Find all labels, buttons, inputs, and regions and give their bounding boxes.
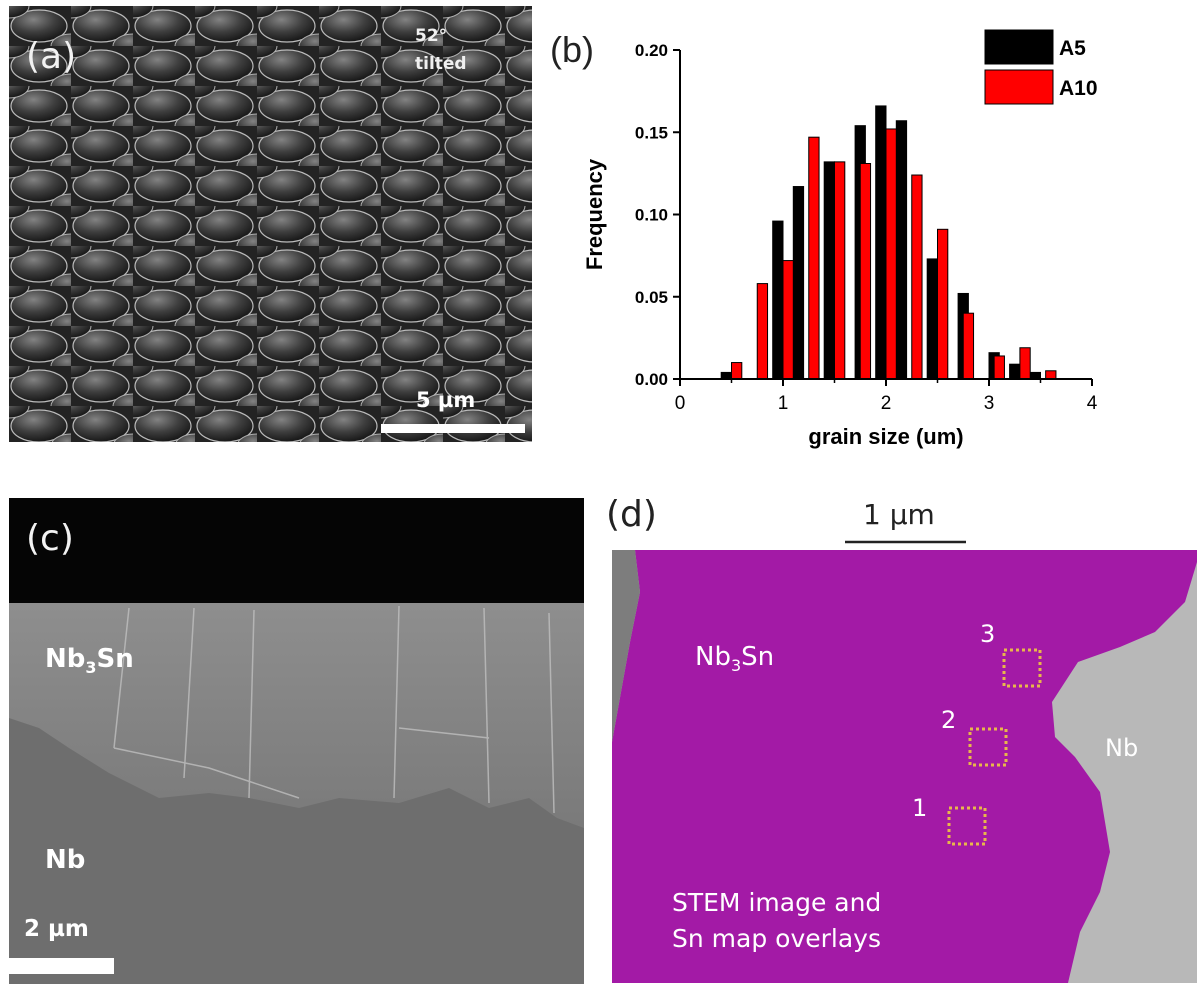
y-tick-label: 0.15 <box>635 123 668 142</box>
bar-a10-9 <box>962 312 975 380</box>
bar-a10-12 <box>1045 370 1057 380</box>
phase-label-nb3sn: Nb3Sn <box>695 642 775 676</box>
bar-a10-7 <box>911 174 923 380</box>
bar-a10-1 <box>756 283 769 380</box>
x-tick-label: 4 <box>1087 393 1098 414</box>
bar-a5-7 <box>895 120 908 380</box>
panel-d: (d) 1 µm Nb3Sn Nb 3 2 1 STEM image and S… <box>600 492 1197 987</box>
sem-surface-image <box>9 6 532 442</box>
bar-a10-4 <box>834 161 846 380</box>
y-axis-label: Frequency <box>582 158 607 270</box>
panel-b: (b) 0 1 2 3 4 0.00 0.05 0.10 0.15 0.20 grain size (… <box>545 10 1165 470</box>
panel-label-d: (d) <box>606 494 657 535</box>
x-tick-label: 0 <box>675 393 686 414</box>
tilt-word: tilted <box>415 54 467 74</box>
panel-label-b: (b) <box>550 29 594 70</box>
bar-a10-11 <box>1019 347 1031 380</box>
marker-label-3: 3 <box>980 620 996 648</box>
layer-label-nb: Nb <box>45 845 86 875</box>
scale-bar <box>9 958 114 974</box>
legend-swatch-a10 <box>984 69 1054 105</box>
legend-swatch-a5 <box>984 29 1054 65</box>
marker-label-1: 1 <box>912 794 928 822</box>
x-axis-label: grain size (um) <box>808 424 963 449</box>
caption: STEM image and Sn map overlays <box>672 888 882 953</box>
nb3sn-sn-map-region <box>612 550 1197 983</box>
grain-size-chart: (b) 0 1 2 3 4 0.00 0.05 0.10 0.15 0.20 grain size (… <box>550 29 1098 449</box>
bar-a5-6 <box>875 105 887 380</box>
sn-map-image <box>612 540 1197 983</box>
marker-box-3 <box>1002 648 1042 688</box>
bar-a10-8 <box>937 228 949 380</box>
panel-c: (c) Nb3Sn Nb 2 µm <box>9 498 584 984</box>
bar-a5-4 <box>823 161 836 380</box>
bar-a10-2 <box>782 260 794 380</box>
panel-label-c: (c) <box>26 518 74 559</box>
x-tick-label: 3 <box>984 393 995 414</box>
scale-label: 1 µm <box>863 498 935 531</box>
legend-label-a10: A10 <box>1059 77 1098 100</box>
tilt-angle: 52° <box>415 26 448 46</box>
bar-a10-0 <box>731 362 743 380</box>
x-tick-label: 2 <box>881 393 892 414</box>
y-tick-label: 0.20 <box>635 41 668 60</box>
bar-a5-3 <box>792 186 805 380</box>
y-tick-label: 0.05 <box>635 288 668 307</box>
bar-a5-2 <box>772 220 784 380</box>
bar-a10-10 <box>993 355 1005 380</box>
y-tick-label: 0.00 <box>635 370 668 389</box>
bar-a5-11 <box>1009 363 1021 380</box>
legend-label-a5: A5 <box>1059 37 1086 60</box>
bar-a5-8 <box>926 258 939 380</box>
scale-label: 5 µm <box>416 388 476 412</box>
scale-bar <box>381 424 525 433</box>
bar-a10-6 <box>885 128 897 380</box>
panel-label-a: (a) <box>26 36 77 77</box>
scale-label: 2 µm <box>24 916 89 942</box>
x-tick-label: 1 <box>778 393 789 414</box>
bar-a10-5 <box>859 163 872 380</box>
layer-label-nb3sn: Nb3Sn <box>45 644 134 678</box>
substrate-label-nb: Nb <box>1105 734 1139 762</box>
y-tick-label: 0.10 <box>635 206 668 225</box>
cross-section-image <box>9 498 584 984</box>
tilt-annotation: 52° tilted <box>415 22 467 78</box>
marker-box-2 <box>968 727 1008 767</box>
marker-label-2: 2 <box>941 706 957 734</box>
bar-a10-3 <box>808 136 820 380</box>
panel-a: (a) 52° tilted 5 µm <box>9 6 532 442</box>
marker-box-1 <box>947 806 987 846</box>
